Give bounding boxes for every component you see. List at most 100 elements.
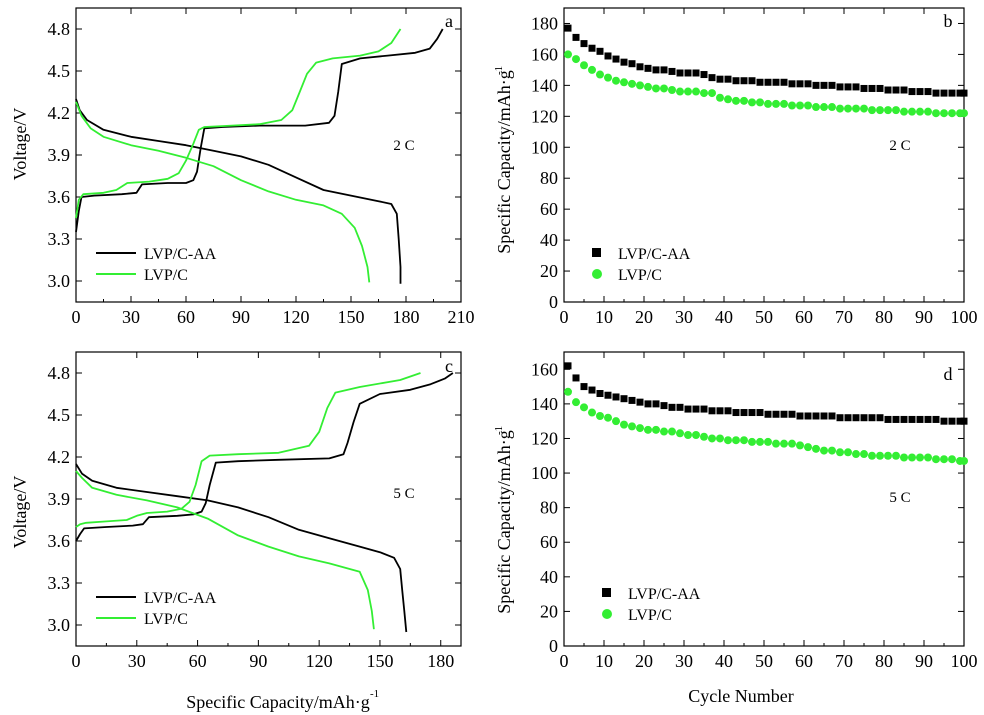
data-point-lvp-c-aa: [756, 78, 764, 86]
data-point-lvp-c-aa: [868, 84, 876, 92]
data-point-lvp-c-aa: [676, 69, 684, 77]
data-point-lvp-c: [668, 427, 676, 436]
panel-label: d: [944, 364, 953, 384]
data-point-lvp-c-aa: [844, 414, 852, 422]
y-tick-label: 3.6: [48, 187, 71, 207]
data-point-lvp-c: [588, 408, 596, 417]
data-point-lvp-c: [876, 451, 884, 460]
data-point-lvp-c: [860, 450, 868, 459]
data-point-lvp-c: [788, 439, 796, 448]
data-point-lvp-c: [588, 65, 596, 74]
x-tick-label: 40: [715, 651, 733, 671]
data-point-lvp-c-aa: [644, 400, 652, 408]
data-point-lvp-c: [644, 82, 652, 91]
data-point-lvp-c-aa: [788, 410, 796, 418]
data-point-lvp-c: [692, 87, 700, 96]
data-point-lvp-c: [836, 448, 844, 457]
x-tick-label: 60: [189, 651, 207, 671]
data-point-lvp-c-aa: [876, 84, 884, 92]
rate-annotation: 5 C: [889, 490, 910, 506]
x-tick-label: 180: [393, 307, 420, 327]
data-point-lvp-c-aa: [660, 402, 668, 410]
data-point-lvp-c-aa: [620, 395, 628, 403]
data-point-lvp-c: [836, 104, 844, 113]
data-point-lvp-c-aa: [620, 58, 628, 66]
series-line-lvp-c-charge: [75, 28, 402, 219]
data-point-lvp-c: [908, 107, 916, 116]
data-point-lvp-c-aa: [932, 415, 940, 423]
series-line-lvp-c-aa-discharge: [75, 463, 408, 633]
data-point-lvp-c-aa: [668, 67, 676, 75]
data-point-lvp-c-aa: [820, 412, 828, 420]
data-point-lvp-c: [684, 431, 692, 440]
legend-swatch: [602, 609, 612, 619]
x-tick-label: 10: [595, 307, 613, 327]
capacity-unit-exponent: -1: [493, 426, 505, 435]
data-point-lvp-c: [572, 55, 580, 64]
data-point-lvp-c: [860, 104, 868, 113]
legend-label: LVP/C-AA: [618, 246, 691, 263]
data-point-lvp-c: [660, 427, 668, 436]
x-tick-label: 120: [283, 307, 310, 327]
data-point-lvp-c: [628, 422, 636, 431]
data-point-lvp-c-aa: [908, 88, 916, 96]
data-point-lvp-c: [804, 443, 812, 452]
data-point-lvp-c: [700, 432, 708, 441]
data-point-lvp-c-aa: [580, 383, 588, 391]
data-point-lvp-c: [628, 79, 636, 88]
panel-label: c: [445, 356, 453, 376]
data-point-lvp-c-aa: [828, 412, 836, 420]
data-point-lvp-c: [852, 104, 860, 113]
data-point-lvp-c-aa: [960, 89, 968, 97]
y-tick-label: 4.8: [48, 19, 71, 39]
x-tick-label: 0: [560, 307, 569, 327]
legend-swatch: [602, 588, 611, 597]
data-point-lvp-c-aa: [860, 414, 868, 422]
x-tick-label: 30: [675, 307, 693, 327]
data-point-lvp-c: [700, 89, 708, 98]
y-tick-label: 3.3: [48, 229, 71, 249]
data-point-lvp-c: [940, 455, 948, 464]
y-tick-label: 4.2: [48, 447, 71, 467]
rate-annotation: 5 C: [393, 486, 414, 502]
data-point-lvp-c: [820, 446, 828, 455]
data-point-lvp-c-aa: [924, 415, 932, 423]
data-point-lvp-c: [868, 106, 876, 115]
y-tick-label: 180: [531, 13, 558, 33]
legend-label: LVP/C-AA: [144, 246, 217, 263]
y-tick-label: 3.0: [48, 615, 71, 635]
data-point-lvp-c: [740, 96, 748, 105]
x-tick-label: 180: [427, 651, 454, 671]
panels: 0 30 60 90 120 150 180 210 3.0 3.3 3.6 3.9 4.2 4.5 4.8…: [48, 7, 978, 671]
data-point-lvp-c-aa: [676, 403, 684, 411]
data-point-lvp-c-aa: [708, 74, 716, 82]
x-tick-label: 80: [875, 307, 893, 327]
data-point-lvp-c-aa: [692, 69, 700, 77]
data-point-lvp-c-aa: [908, 415, 916, 423]
data-point-lvp-c-aa: [580, 40, 588, 48]
y-tick-label: 40: [540, 567, 558, 587]
x-tick-label: 90: [249, 651, 267, 671]
x-tick-label: 30: [122, 307, 140, 327]
panel-b: 0 10 20 30 40 50 60 70 80 90 100 0 20 40 60 80 100 120 140…: [531, 7, 978, 327]
y-tick-label: 3.9: [48, 145, 71, 165]
data-point-lvp-c: [652, 84, 660, 93]
data-point-lvp-c-aa: [932, 89, 940, 97]
data-point-lvp-c: [876, 106, 884, 115]
y-tick-label: 160: [531, 44, 558, 64]
panel-d: 0 10 20 30 40 50 60 70 80 90 100 0 20 40 60 80 100 120 140…: [531, 351, 978, 671]
data-point-lvp-c: [604, 413, 612, 422]
y-tick-label: 140: [531, 394, 558, 414]
data-point-lvp-c: [668, 86, 676, 95]
data-point-lvp-c-aa: [628, 396, 636, 404]
data-point-lvp-c-aa: [924, 88, 932, 96]
legend-label: LVP/C-AA: [628, 586, 701, 603]
y-tick-label: 60: [540, 199, 558, 219]
data-point-lvp-c: [692, 431, 700, 440]
y-tick-label: 80: [540, 498, 558, 518]
x-tick-label: 60: [795, 651, 813, 671]
data-point-lvp-c: [884, 106, 892, 115]
x-tick-label: 100: [951, 307, 978, 327]
data-point-lvp-c-aa: [764, 78, 772, 86]
